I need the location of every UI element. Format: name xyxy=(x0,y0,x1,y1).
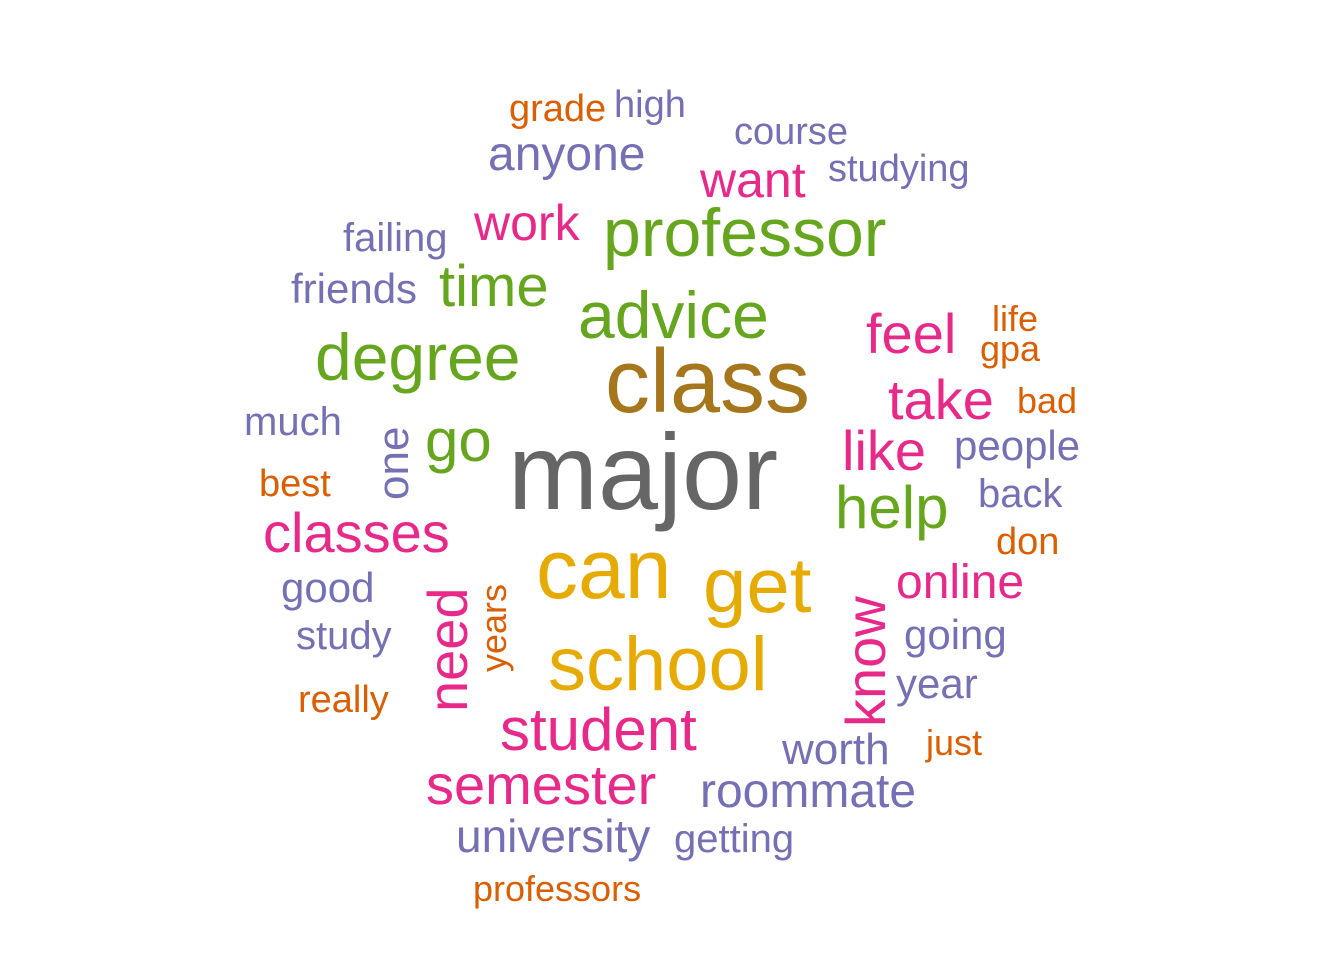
word-advice: advice xyxy=(578,278,769,352)
word-grade: grade xyxy=(509,88,607,130)
word-major: major xyxy=(508,411,779,532)
word-like: like xyxy=(842,419,927,482)
word-help: help xyxy=(835,474,949,541)
word-just: just xyxy=(926,722,983,763)
word-semester: semester xyxy=(426,753,657,816)
word-much: much xyxy=(244,400,342,444)
word-back: back xyxy=(978,472,1063,516)
word-life: life xyxy=(992,298,1039,339)
word-feel: feel xyxy=(866,302,957,365)
word-know: know xyxy=(834,596,897,727)
word-professors: professors xyxy=(473,868,642,909)
word-failing: failing xyxy=(343,216,448,260)
word-year: year xyxy=(896,660,978,707)
word-friends: friends xyxy=(291,265,418,312)
word-worth: worth xyxy=(782,725,890,774)
word-want: want xyxy=(700,152,806,208)
word-anyone: anyone xyxy=(488,128,646,181)
word-getting: getting xyxy=(674,817,795,861)
word-student: student xyxy=(500,696,697,763)
word-best: best xyxy=(259,463,331,505)
word-university: university xyxy=(456,810,651,862)
word-high: high xyxy=(614,84,686,126)
word-gpa: gpa xyxy=(980,328,1041,369)
word-take: take xyxy=(888,368,994,431)
word-good: good xyxy=(281,564,375,611)
word-school: school xyxy=(548,622,768,707)
word-don: don xyxy=(996,521,1060,563)
word-professor: professor xyxy=(603,195,887,271)
word-online: online xyxy=(896,556,1025,609)
word-studying: studying xyxy=(828,148,970,190)
word-class: class xyxy=(605,332,811,432)
word-going: going xyxy=(904,611,1007,658)
word-years: years xyxy=(473,583,514,672)
word-roommate: roommate xyxy=(700,765,917,818)
word-study: study xyxy=(296,614,392,658)
word-course: course xyxy=(734,111,849,153)
word-time: time xyxy=(439,254,549,319)
word-get: get xyxy=(703,541,812,629)
word-one: one xyxy=(369,426,418,500)
word-need: need xyxy=(416,587,479,712)
word-bad: bad xyxy=(1017,380,1078,421)
word-really: really xyxy=(298,679,389,721)
word-classes: classes xyxy=(263,501,450,564)
word-degree: degree xyxy=(315,320,521,394)
word-go: go xyxy=(425,407,492,474)
word-people: people xyxy=(954,422,1081,469)
word-can: can xyxy=(536,522,672,616)
word-work: work xyxy=(474,195,580,251)
